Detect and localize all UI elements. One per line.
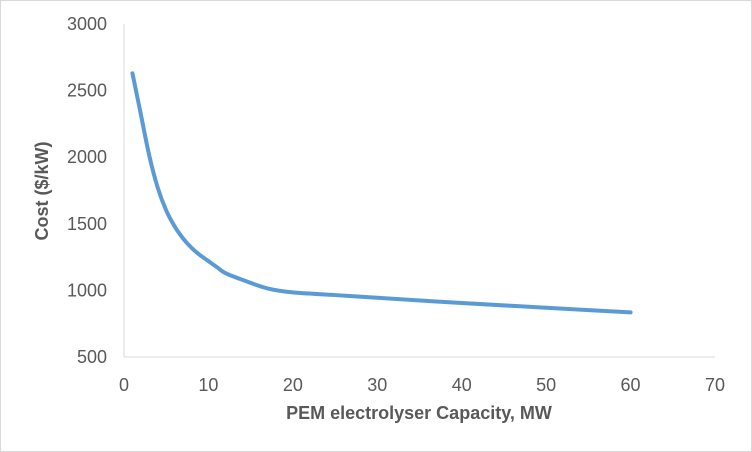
x-tick-label: 60 [621, 375, 641, 395]
y-tick-label: 1000 [67, 280, 107, 300]
y-tick-label: 2000 [67, 147, 107, 167]
x-tick-label: 70 [705, 375, 725, 395]
x-tick-label: 30 [367, 375, 387, 395]
y-tick-label: 500 [77, 347, 107, 367]
y-tick-label: 1500 [67, 214, 107, 234]
y-tick-label: 2500 [67, 81, 107, 101]
series-layer [130, 71, 633, 315]
x-tick-label: 10 [198, 375, 218, 395]
x-tick-labels: 0 10 20 30 40 50 60 70 [119, 375, 725, 395]
y-tick-labels: 500 1000 1500 2000 2500 3000 [67, 14, 107, 367]
series-line-0 [130, 71, 633, 315]
x-tick-label: 50 [536, 375, 556, 395]
x-tick-label: 0 [119, 375, 129, 395]
x-axis-title: PEM electrolyser Capacity, MW [286, 403, 552, 423]
x-tick-label: 20 [283, 375, 303, 395]
y-tick-label: 3000 [67, 14, 107, 34]
y-axis-title: Cost ($/kW) [32, 141, 52, 240]
x-tick-label: 40 [452, 375, 472, 395]
